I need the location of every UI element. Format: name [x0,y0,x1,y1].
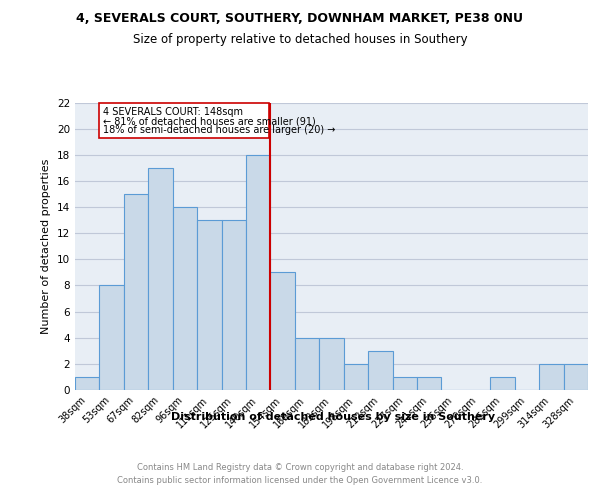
Bar [392,377,417,390]
Text: 4 SEVERALS COURT: 148sqm: 4 SEVERALS COURT: 148sqm [103,107,243,117]
Bar [221,220,246,390]
Bar [319,338,344,390]
Text: Distribution of detached houses by size in Southery: Distribution of detached houses by size … [171,412,495,422]
Bar [124,194,148,390]
Text: Size of property relative to detached houses in Southery: Size of property relative to detached ho… [133,32,467,46]
Bar [490,377,515,390]
Bar [100,286,124,390]
Bar [344,364,368,390]
Text: ← 81% of detached houses are smaller (91): ← 81% of detached houses are smaller (91… [103,116,316,126]
Bar [197,220,221,390]
Y-axis label: Number of detached properties: Number of detached properties [41,158,52,334]
Bar [173,207,197,390]
Bar [368,351,392,390]
FancyBboxPatch shape [100,102,269,138]
Text: Contains public sector information licensed under the Open Government Licence v3: Contains public sector information licen… [118,476,482,485]
Bar [539,364,563,390]
Bar [75,377,100,390]
Bar [295,338,319,390]
Text: Contains HM Land Registry data © Crown copyright and database right 2024.: Contains HM Land Registry data © Crown c… [137,462,463,471]
Bar [271,272,295,390]
Bar [563,364,588,390]
Text: 4, SEVERALS COURT, SOUTHERY, DOWNHAM MARKET, PE38 0NU: 4, SEVERALS COURT, SOUTHERY, DOWNHAM MAR… [77,12,523,26]
Text: 18% of semi-detached houses are larger (20) →: 18% of semi-detached houses are larger (… [103,126,335,136]
Bar [148,168,173,390]
Bar [417,377,442,390]
Bar [246,155,271,390]
